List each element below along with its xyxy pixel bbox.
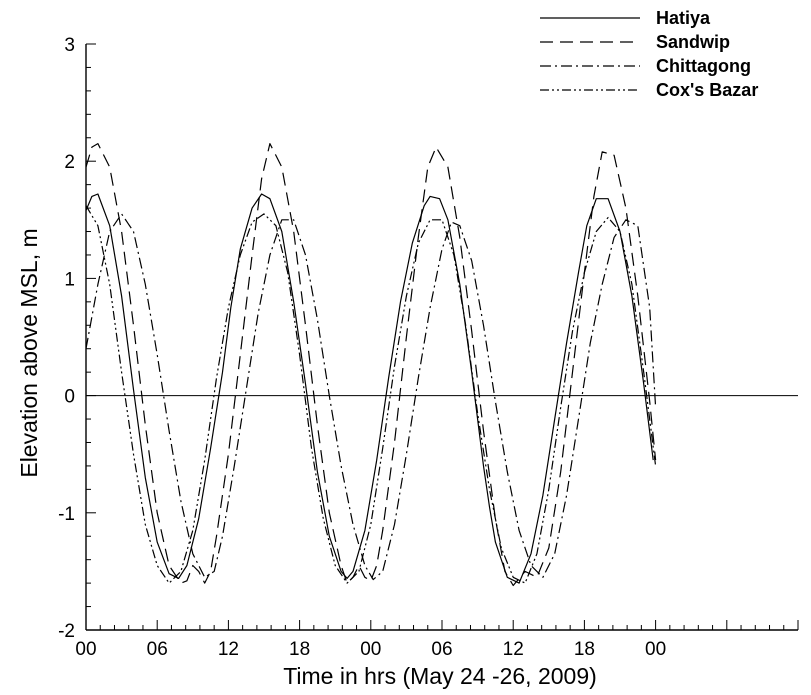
x-tick-label: 00 xyxy=(645,639,666,660)
legend: Hatiya Sandwip Chittagong Cox's Bazar xyxy=(540,8,758,100)
x-tick-label: 12 xyxy=(503,639,524,660)
legend-label-3: Chittagong xyxy=(656,56,751,76)
legend-label-1: Hatiya xyxy=(656,8,711,28)
series-line-3 xyxy=(86,213,657,581)
y-tick-label: 2 xyxy=(64,152,75,173)
x-axis-title: Time in hrs (May 24 -26, 2009) xyxy=(283,663,597,689)
legend-label-4: Cox's Bazar xyxy=(656,80,758,100)
x-tick-label: 18 xyxy=(574,639,595,660)
y-tick-label: 0 xyxy=(64,387,75,408)
series-line-2 xyxy=(86,143,657,587)
y-axis-title: Elevation above MSL, m xyxy=(16,228,42,477)
x-tick-label: 12 xyxy=(218,639,239,660)
y-tick-label: 1 xyxy=(64,269,75,290)
series-line-1 xyxy=(86,193,654,584)
x-tick-label: 06 xyxy=(431,639,452,660)
x-tick-label: 06 xyxy=(147,639,168,660)
legend-label-2: Sandwip xyxy=(656,32,730,52)
x-tick-label: 00 xyxy=(360,639,381,660)
y-tick-label: 3 xyxy=(64,35,75,56)
x-tick-label: 00 xyxy=(75,639,96,660)
series-group xyxy=(86,143,657,587)
series-line-4 xyxy=(86,205,657,584)
y-tick-label: -1 xyxy=(58,504,75,525)
x-tick-label: 18 xyxy=(289,639,310,660)
y-tick-label: -2 xyxy=(58,621,75,642)
